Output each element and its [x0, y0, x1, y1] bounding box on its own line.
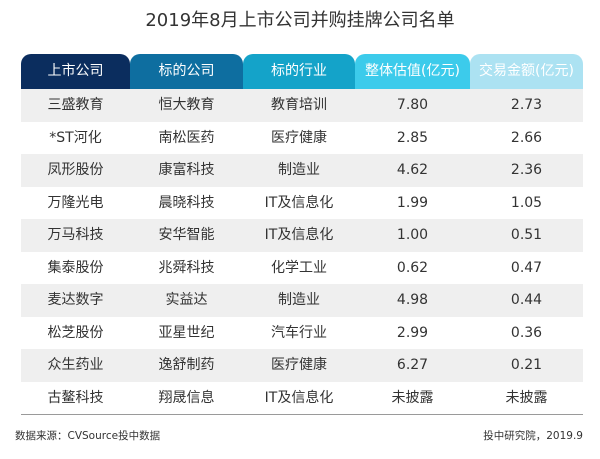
cell-listed-company: 万马科技 [47, 227, 104, 243]
page-title: 2019年8月上市公司并购挂牌公司名单 [145, 10, 455, 31]
cell-deal-amount: 1.05 [510, 194, 543, 211]
cell-target-company: 安华智能 [158, 227, 215, 243]
cell-target-industry: IT及信息化 [264, 389, 334, 406]
data-table: 上市公司 标的公司 标的行业 整体估值(亿元) 交易金额(亿元) 三盛教育 恒大… [21, 54, 583, 415]
header-valuation: 整体估值(亿元) [355, 54, 470, 89]
cell-target-industry: 制造业 [278, 162, 320, 178]
cell-listed-company: 凤形股份 [47, 162, 104, 178]
cell-target-company: 亚星世纪 [158, 324, 215, 341]
cell-target-company: 翔晟信息 [158, 389, 215, 406]
cell-target-company: 康富科技 [158, 162, 215, 178]
cell-listed-company: 万隆光电 [47, 194, 104, 211]
cell-deal-amount: 0.51 [510, 227, 543, 243]
cell-deal-amount: 2.36 [510, 162, 543, 178]
cell-deal-amount: 未披露 [505, 389, 548, 406]
cell-valuation: 未披露 [391, 389, 434, 406]
header-listed-company: 上市公司 [21, 54, 130, 89]
cell-valuation: 0.62 [396, 259, 429, 276]
cell-target-industry: 化学工业 [271, 259, 327, 276]
cell-listed-company: 三盛教育 [47, 97, 104, 113]
cell-target-company: 恒大教育 [158, 97, 215, 113]
cell-deal-amount: 2.73 [510, 97, 543, 113]
table-row: 麦达数字 实益达 制造业 4.98 0.44 [21, 284, 583, 317]
header-deal-amount: 交易金额(亿元) [470, 54, 583, 89]
cell-target-industry: IT及信息化 [264, 194, 334, 211]
cell-valuation: 6.27 [396, 357, 429, 373]
cell-listed-company: 集泰股份 [47, 259, 104, 276]
cell-listed-company: 古鳌科技 [47, 389, 104, 406]
cell-target-company: 实益达 [165, 292, 208, 308]
table-row: *ST河化 南松医药 医疗健康 2.85 2.66 [21, 121, 583, 154]
cell-target-industry: 制造业 [278, 292, 320, 308]
cell-valuation: 1.00 [396, 227, 429, 243]
table-row: 三盛教育 恒大教育 教育培训 7.80 2.73 [21, 89, 583, 122]
table-row: 松芝股份 亚星世纪 汽车行业 2.99 0.36 [21, 316, 583, 349]
table-row: 古鳌科技 翔晟信息 IT及信息化 未披露 未披露 [21, 381, 583, 414]
table-bottom-rule [21, 414, 583, 415]
cell-valuation: 7.80 [396, 97, 429, 113]
cell-deal-amount: 0.47 [510, 259, 543, 276]
cell-target-industry: 教育培训 [271, 97, 327, 113]
cell-listed-company: 众生药业 [47, 357, 104, 373]
table-row: 集泰股份 兆舜科技 化学工业 0.62 0.47 [21, 251, 583, 284]
table-row: 万隆光电 晨晓科技 IT及信息化 1.99 1.05 [21, 186, 583, 219]
table-header: 上市公司 标的公司 标的行业 整体估值(亿元) 交易金额(亿元) [21, 54, 583, 89]
table-row: 凤形股份 康富科技 制造业 4.62 2.36 [21, 154, 583, 187]
cell-listed-company: 麦达数字 [47, 292, 104, 308]
cell-target-industry: 汽车行业 [271, 324, 327, 341]
cell-valuation: 4.98 [396, 292, 429, 308]
cell-target-company: 兆舜科技 [158, 259, 215, 276]
cell-deal-amount: 0.36 [510, 324, 543, 341]
cell-target-company: 南松医药 [158, 129, 215, 146]
data-source-note: 数据来源：CVSource投中数据 [15, 430, 161, 442]
cell-listed-company: 松芝股份 [47, 324, 104, 341]
cell-target-industry: 医疗健康 [271, 129, 327, 146]
cell-target-company: 晨晓科技 [158, 194, 215, 211]
cell-valuation: 2.85 [396, 129, 429, 146]
cell-valuation: 1.99 [396, 194, 429, 211]
cell-deal-amount: 0.21 [510, 357, 543, 373]
cell-target-industry: IT及信息化 [264, 227, 334, 243]
table-row: 众生药业 逸舒制药 医疗健康 6.27 0.21 [21, 349, 583, 382]
cell-listed-company: *ST河化 [49, 129, 102, 146]
header-target-industry: 标的行业 [243, 54, 355, 89]
cell-target-company: 逸舒制药 [158, 357, 215, 373]
cell-target-industry: 医疗健康 [271, 357, 327, 373]
cell-valuation: 4.62 [396, 162, 429, 178]
cell-deal-amount: 2.66 [510, 129, 543, 146]
cell-deal-amount: 0.44 [510, 292, 543, 308]
credit-note: 投中研究院，2019.9 [483, 430, 583, 442]
header-target-company: 标的公司 [130, 54, 243, 89]
cell-valuation: 2.99 [396, 324, 429, 341]
table-row: 万马科技 安华智能 IT及信息化 1.00 0.51 [21, 219, 583, 252]
